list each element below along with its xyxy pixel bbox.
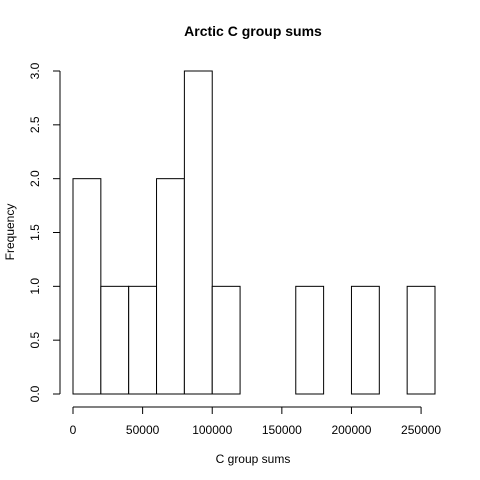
- histogram-bar-5: [211, 285, 241, 395]
- y-tick-label: 2.0: [28, 170, 42, 187]
- chart-title: Arctic C group sums: [184, 23, 322, 39]
- histogram-bar-3: [156, 178, 185, 395]
- histogram-bar-2: [128, 285, 158, 395]
- bars-group: [72, 70, 436, 395]
- histogram-bar-0: [72, 178, 102, 395]
- x-tick-label: 250000: [401, 423, 441, 437]
- y-tick-label: 0.0: [28, 385, 42, 402]
- x-tick-label: 50000: [126, 423, 160, 437]
- x-axis-label: C group sums: [216, 452, 291, 466]
- y-axis-label: Frequency: [3, 204, 17, 261]
- x-tick-label: 0: [70, 423, 77, 437]
- histogram-bar-12: [406, 285, 436, 395]
- y-tick-label: 1.0: [28, 278, 42, 295]
- y-tick-label: 0.5: [28, 332, 42, 349]
- x-tick-label: 150000: [262, 423, 302, 437]
- histogram-bar-10: [350, 285, 380, 395]
- x-tick-label: 100000: [192, 423, 232, 437]
- y-tick-label: 2.5: [28, 116, 42, 133]
- y-tick-label: 3.0: [28, 62, 42, 79]
- y-axis: 0.0 0.5 1.0 1.5 2.0 2.5 3.0: [28, 62, 61, 402]
- histogram-bar-1: [100, 285, 130, 395]
- x-tick-label: 200000: [331, 423, 371, 437]
- y-tick-label: 1.5: [28, 224, 42, 241]
- histogram-bar-4: [183, 70, 213, 395]
- x-axis: 0 50000 100000 150000 200000 250000: [70, 406, 441, 437]
- histogram-bar-8: [295, 285, 325, 395]
